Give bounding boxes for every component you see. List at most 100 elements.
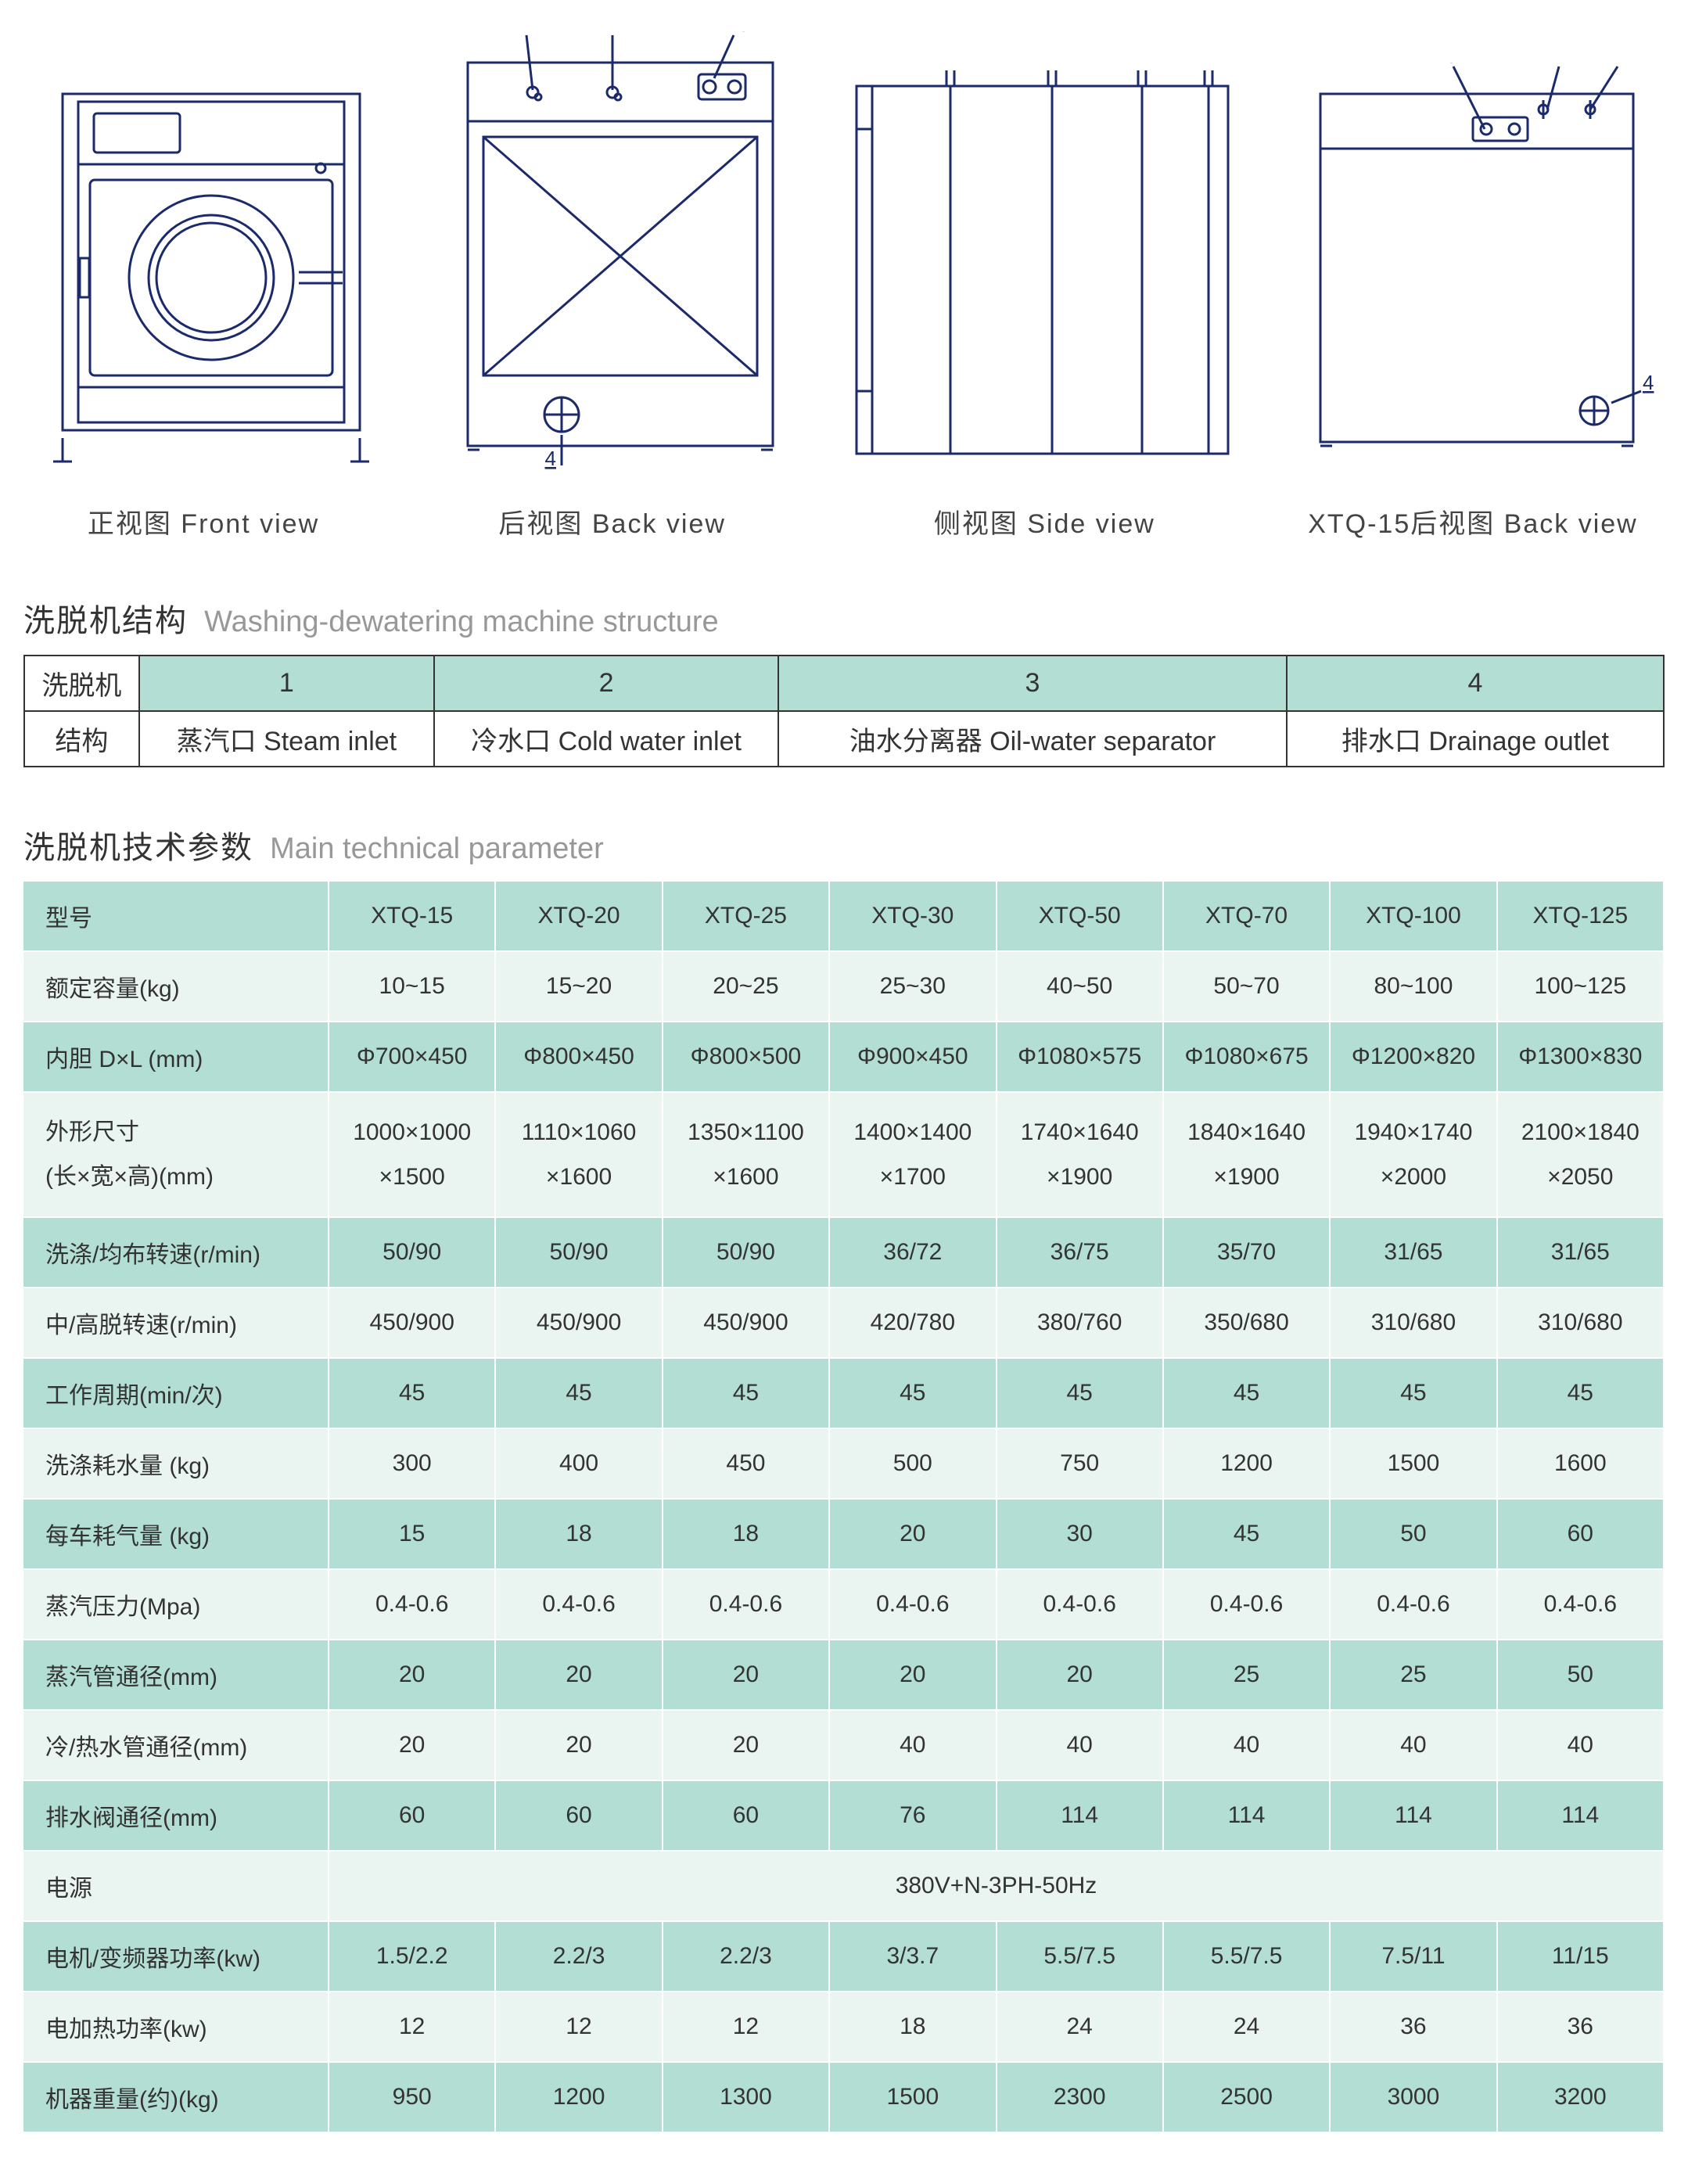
param-cell-9-6: 25: [1330, 1640, 1496, 1710]
diagram-xtq15-back-view: 3 2 1 4 XTQ-15后视图 Back view: [1289, 63, 1657, 541]
param-rowlabel-13: 电机/变频器功率(kw): [23, 1921, 329, 1992]
param-cell-1-7: Φ1300×830: [1497, 1022, 1664, 1092]
param-cell-3-4: 36/75: [997, 1217, 1163, 1288]
param-cell-5-5: 45: [1163, 1358, 1330, 1428]
param-cell-7-2: 18: [663, 1499, 829, 1569]
param-cell-14-6: 36: [1330, 1992, 1496, 2062]
param-rowlabel-2: 外形尺寸(长×宽×高)(mm): [23, 1092, 329, 1217]
param-cell-5-0: 45: [329, 1358, 495, 1428]
param-cell-11-7: 114: [1497, 1780, 1664, 1851]
params-heading-en: Main technical parameter: [270, 832, 604, 865]
param-cell-13-5: 5.5/7.5: [1163, 1921, 1330, 1992]
structure-col-num-3: 3: [778, 656, 1287, 711]
params-heading: 洗脱机技术参数 Main technical parameter: [23, 822, 1665, 867]
param-cell-10-6: 40: [1330, 1710, 1496, 1780]
structure-heading: 洗脱机结构 Washing-dewatering machine structu…: [23, 595, 1665, 641]
param-cell-7-7: 60: [1497, 1499, 1664, 1569]
param-cell-2-3: 1400×1400×1700: [829, 1092, 996, 1217]
param-rowlabel-14: 电加热功率(kw): [23, 1992, 329, 2062]
param-cell-13-3: 3/3.7: [829, 1921, 996, 1992]
structure-table-header-row: 洗脱机 1 2 3 4: [24, 656, 1664, 711]
param-cell-5-3: 45: [829, 1358, 996, 1428]
param-cell-13-1: 2.2/3: [495, 1921, 662, 1992]
param-cell-3-5: 35/70: [1163, 1217, 1330, 1288]
param-row-3: 洗涤/均布转速(r/min)50/9050/9050/9036/7236/753…: [23, 1217, 1664, 1288]
structure-table-value-row: 结构 蒸汽口 Steam inlet 冷水口 Cold water inlet …: [24, 711, 1664, 767]
param-row-0: 额定容量(kg)10~1515~2020~2525~3040~5050~7080…: [23, 951, 1664, 1022]
diagram-row: 正视图 Front view: [23, 31, 1665, 541]
param-cell-14-1: 12: [495, 1992, 662, 2062]
param-cell-4-3: 420/780: [829, 1288, 996, 1358]
param-cell-13-7: 11/15: [1497, 1921, 1664, 1992]
param-cell-1-5: Φ1080×675: [1163, 1022, 1330, 1092]
param-cell-15-7: 3200: [1497, 2062, 1664, 2132]
structure-col-val-1: 蒸汽口 Steam inlet: [139, 711, 434, 767]
param-cell-4-0: 450/900: [329, 1288, 495, 1358]
back-view-svg: 1 2 3 4: [425, 31, 800, 469]
param-cell-0-1: 15~20: [495, 951, 662, 1022]
param-cell-14-4: 24: [997, 1992, 1163, 2062]
param-cell-7-5: 45: [1163, 1499, 1330, 1569]
param-row-7: 每车耗气量 (kg)1518182030455060: [23, 1499, 1664, 1569]
param-cell-8-3: 0.4-0.6: [829, 1569, 996, 1640]
param-row-9: 蒸汽管通径(mm)2020202020252550: [23, 1640, 1664, 1710]
param-cell-14-3: 18: [829, 1992, 996, 2062]
param-cell-8-4: 0.4-0.6: [997, 1569, 1163, 1640]
param-cell-10-1: 20: [495, 1710, 662, 1780]
param-model-col-7: XTQ-125: [1497, 882, 1664, 951]
param-rowlabel-15: 机器重量(约)(kg): [23, 2062, 329, 2132]
param-cell-15-4: 2300: [997, 2062, 1163, 2132]
structure-col-num-1: 1: [139, 656, 434, 711]
param-cell-6-1: 400: [495, 1428, 662, 1499]
param-cell-11-1: 60: [495, 1780, 662, 1851]
param-model-col-5: XTQ-70: [1163, 882, 1330, 951]
diagram-front-view: 正视图 Front view: [31, 78, 375, 541]
side-view-svg: [849, 63, 1240, 469]
param-cell-2-2: 1350×1100×1600: [663, 1092, 829, 1217]
param-model-col-6: XTQ-100: [1330, 882, 1496, 951]
param-cell-7-0: 15: [329, 1499, 495, 1569]
param-cell-0-6: 80~100: [1330, 951, 1496, 1022]
param-cell-4-7: 310/680: [1497, 1288, 1664, 1358]
structure-col-val-3: 油水分离器 Oil-water separator: [778, 711, 1287, 767]
param-cell-3-1: 50/90: [495, 1217, 662, 1288]
structure-heading-en: Washing-dewatering machine structure: [204, 605, 719, 638]
param-cell-2-4: 1740×1640×1900: [997, 1092, 1163, 1217]
param-cell-10-7: 40: [1497, 1710, 1664, 1780]
diagram-caption-side: 侧视图 Side view: [849, 502, 1240, 541]
callout-1b: 1: [1616, 63, 1627, 67]
param-cell-9-1: 20: [495, 1640, 662, 1710]
param-cell-6-6: 1500: [1330, 1428, 1496, 1499]
param-model-col-3: XTQ-30: [829, 882, 996, 951]
structure-heading-cn: 洗脱机结构: [23, 604, 188, 638]
param-row-5: 工作周期(min/次)4545454545454545: [23, 1358, 1664, 1428]
callout-3b: 3: [1446, 63, 1456, 67]
param-cell-2-5: 1840×1640×1900: [1163, 1092, 1330, 1217]
param-cell-14-7: 36: [1497, 1992, 1664, 2062]
param-cell-8-6: 0.4-0.6: [1330, 1569, 1496, 1640]
param-cell-11-4: 114: [997, 1780, 1163, 1851]
param-rowlabel-11: 排水阀通径(mm): [23, 1780, 329, 1851]
param-cell-11-0: 60: [329, 1780, 495, 1851]
param-cell-11-2: 60: [663, 1780, 829, 1851]
callout-2b: 2: [1555, 63, 1566, 67]
param-cell-1-4: Φ1080×575: [997, 1022, 1163, 1092]
param-cell-11-3: 76: [829, 1780, 996, 1851]
param-cell-1-3: Φ900×450: [829, 1022, 996, 1092]
param-row-1: 内胆 D×L (mm)Φ700×450Φ800×450Φ800×500Φ900×…: [23, 1022, 1664, 1092]
front-view-svg: [31, 78, 375, 469]
param-cell-10-5: 40: [1163, 1710, 1330, 1780]
diagram-back-view: 1 2 3 4 后视图 Back view: [425, 31, 800, 541]
param-cell-2-0: 1000×1000×1500: [329, 1092, 495, 1217]
param-cell-10-4: 40: [997, 1710, 1163, 1780]
param-rowlabel-model: 型号: [23, 882, 329, 951]
param-cell-7-6: 50: [1330, 1499, 1496, 1569]
param-cell-6-0: 300: [329, 1428, 495, 1499]
param-row-6: 洗涤耗水量 (kg)300400450500750120015001600: [23, 1428, 1664, 1499]
param-cell-10-2: 20: [663, 1710, 829, 1780]
param-cell-5-4: 45: [997, 1358, 1163, 1428]
param-row-12: 电源380V+N-3PH-50Hz: [23, 1851, 1664, 1921]
param-cell-1-6: Φ1200×820: [1330, 1022, 1496, 1092]
param-cell-span-12: 380V+N-3PH-50Hz: [329, 1851, 1664, 1921]
param-cell-9-5: 25: [1163, 1640, 1330, 1710]
